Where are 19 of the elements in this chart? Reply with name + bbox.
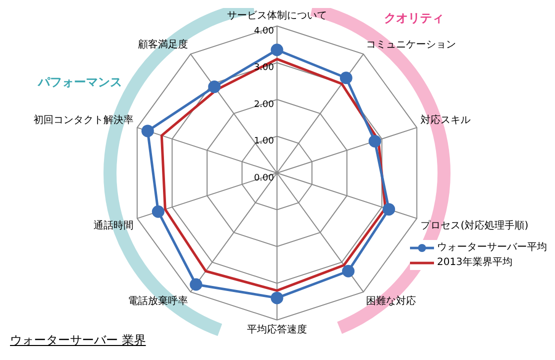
- text: クオリティ: [384, 10, 444, 27]
- spoke-label: 初回コンタクト解決率: [33, 114, 134, 126]
- spoke-label: 通話時間: [93, 219, 134, 232]
- spoke-label: 顧客満足度: [138, 38, 188, 50]
- legend-label: ウォーターサーバー平均: [437, 241, 547, 255]
- text: ウォーターサーバー 業界: [10, 332, 146, 349]
- y-tick-label: 2.00: [254, 100, 274, 110]
- spoke-label: 平均応答速度: [247, 324, 307, 336]
- text: パフォーマンス: [38, 74, 122, 91]
- y-tick-label: 4.00: [254, 26, 274, 36]
- spoke-label: 困難な対応: [366, 294, 416, 307]
- y-tick-label: 1.00: [254, 136, 274, 147]
- spoke-label: コミュニケーション: [366, 39, 456, 50]
- spoke-label: 電話放棄呼率: [128, 294, 188, 307]
- spoke-label: プロセス(対応処理手順): [420, 219, 529, 232]
- y-tick-label: 0.00: [254, 173, 274, 184]
- legend-label: 2013年業界平均: [437, 256, 512, 270]
- spoke-label: 対応スキル: [420, 114, 471, 126]
- spoke-label: サービス体制について: [227, 10, 327, 22]
